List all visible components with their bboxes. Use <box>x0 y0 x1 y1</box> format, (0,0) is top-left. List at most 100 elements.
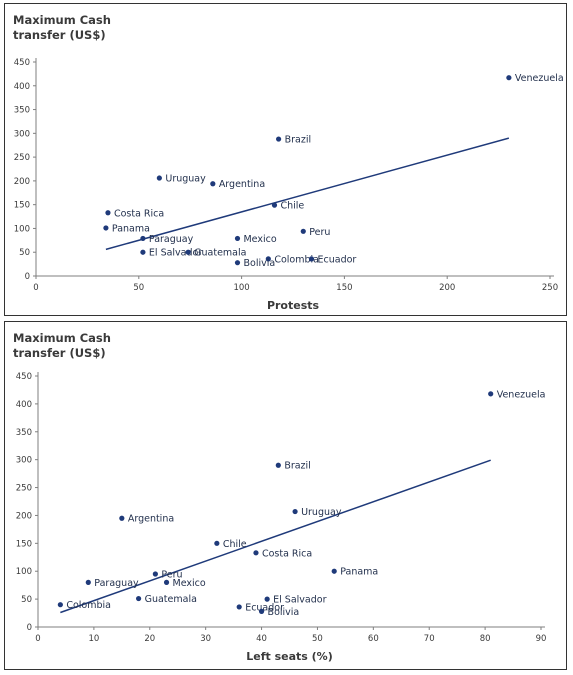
point-label: Ecuador <box>318 254 357 265</box>
point-label: Uruguay <box>301 507 342 518</box>
x-tick-label: 80 <box>480 634 491 644</box>
data-point-brazil <box>276 136 282 142</box>
point-label: Ecuador <box>245 602 284 613</box>
point-label: Guatemala <box>194 248 246 259</box>
y-tick-label: 400 <box>16 400 32 410</box>
scatter-plot-left-seats: 0 50 100 150 200 250 300 350 400 450 0 10 20 30 40 50 60… <box>16 372 547 663</box>
chart-title-line1: Maximum Cash <box>13 13 111 27</box>
data-point-el-salvador <box>264 596 270 602</box>
point-label: Venezuela <box>497 389 546 400</box>
data-point-uruguay <box>156 175 162 181</box>
x-tick-label: 70 <box>424 634 435 644</box>
y-tick-label: 150 <box>14 201 30 211</box>
x-tick-label: 250 <box>542 283 558 293</box>
x-tick-label: 10 <box>88 634 99 644</box>
y-tick-label: 100 <box>16 567 32 577</box>
point-label: Mexico <box>173 578 206 589</box>
chart-title-line2: transfer (US$) <box>13 346 106 360</box>
chart-title: Maximum Cash transfer (US$) <box>13 13 111 43</box>
trend-line <box>60 459 491 614</box>
point-label: El Salvador <box>149 248 202 259</box>
data-point-ecuador <box>308 256 315 262</box>
point-label: Costa Rica <box>114 208 164 219</box>
y-tick-label: 350 <box>14 106 30 116</box>
x-tick-label: 40 <box>256 634 267 644</box>
x-axis-label: Left seats (%) <box>246 650 333 663</box>
y-tick-label: 300 <box>16 456 32 466</box>
chart-title: Maximum Cash transfer (US$) <box>13 331 111 361</box>
x-tick-label: 60 <box>368 634 379 644</box>
point-label: Colombia <box>66 600 111 611</box>
data-point-paraguay <box>140 235 146 242</box>
point-label: Panama <box>340 567 378 578</box>
x-tick-label: 20 <box>144 634 155 644</box>
point-label: Guatemala <box>145 594 197 605</box>
data-point-chile <box>271 202 278 208</box>
point-label: Bolivia <box>243 258 275 269</box>
x-tick-label: 0 <box>33 283 38 293</box>
y-tick-label: 100 <box>14 224 30 234</box>
data-point-argentina <box>119 515 125 521</box>
chart-title-line2: transfer (US$) <box>13 28 106 42</box>
point-label: Paraguay <box>94 578 139 589</box>
y-tick-label: 400 <box>14 82 30 92</box>
data-point-venezuela <box>488 391 494 397</box>
y-tick-label: 200 <box>16 511 32 521</box>
chart-title-line1: Maximum Cash <box>13 331 111 345</box>
point-label: Chile <box>223 539 247 550</box>
point-label: Mexico <box>243 234 276 245</box>
data-point-bolivia <box>234 260 241 266</box>
data-point-peru <box>300 228 306 234</box>
x-tick-label: 30 <box>200 634 211 644</box>
point-label: Brazil <box>285 135 312 146</box>
y-tick-label: 0 <box>27 623 32 633</box>
point-label: Peru <box>309 227 330 238</box>
chart-panel-protests: Maximum Cash transfer (US$) 0 50 100 150 200… <box>4 3 567 316</box>
data-point-ecuador <box>236 604 242 610</box>
chart-panel-left-seats: Maximum Cash transfer (US$) 0 50 100 150 200… <box>4 321 567 670</box>
x-tick-label: 90 <box>536 634 547 644</box>
point-label: Bolivia <box>268 607 300 618</box>
data-point-mexico <box>163 579 170 585</box>
x-tick-label: 150 <box>336 283 352 293</box>
data-point-mexico <box>234 235 241 242</box>
x-tick-label: 200 <box>439 283 455 293</box>
point-label: Brazil <box>284 461 311 472</box>
data-point-guatemala <box>185 249 191 255</box>
data-point-el-salvador <box>140 249 146 255</box>
data-point-argentina <box>210 181 216 187</box>
point-label: Costa Rica <box>262 548 312 559</box>
data-point-panama <box>103 225 109 231</box>
data-point-panama <box>331 568 337 574</box>
point-label: Chile <box>280 201 304 212</box>
y-tick-label: 250 <box>14 153 30 163</box>
y-tick-label: 350 <box>16 428 32 438</box>
data-point-venezuela <box>506 75 512 81</box>
y-tick-label: 0 <box>25 272 30 282</box>
point-label: Venezuela <box>515 73 564 84</box>
data-point-colombia <box>57 602 63 608</box>
data-point-colombia <box>265 256 271 262</box>
x-tick-label: 50 <box>133 283 144 293</box>
data-point-costa-rica <box>105 210 111 216</box>
x-tick-label: 100 <box>233 283 249 293</box>
data-point-brazil <box>275 462 281 468</box>
data-point-bolivia <box>258 608 265 614</box>
y-tick-label: 300 <box>14 129 30 139</box>
data-point-paraguay <box>85 579 91 585</box>
point-label: Colombia <box>274 254 319 265</box>
data-point-chile <box>214 540 220 546</box>
trend-line <box>105 137 510 251</box>
y-tick-label: 450 <box>14 58 30 68</box>
point-label: Argentina <box>128 514 174 525</box>
y-tick-label: 50 <box>21 595 32 605</box>
point-label: Paraguay <box>149 234 194 245</box>
data-point-peru <box>152 571 158 577</box>
x-tick-label: 0 <box>35 634 40 644</box>
point-label: El Salvador <box>273 595 326 606</box>
y-tick-label: 200 <box>14 177 30 187</box>
x-tick-label: 50 <box>312 634 323 644</box>
y-tick-label: 150 <box>16 539 32 549</box>
y-tick-label: 250 <box>16 484 32 494</box>
data-point-guatemala <box>136 595 142 602</box>
